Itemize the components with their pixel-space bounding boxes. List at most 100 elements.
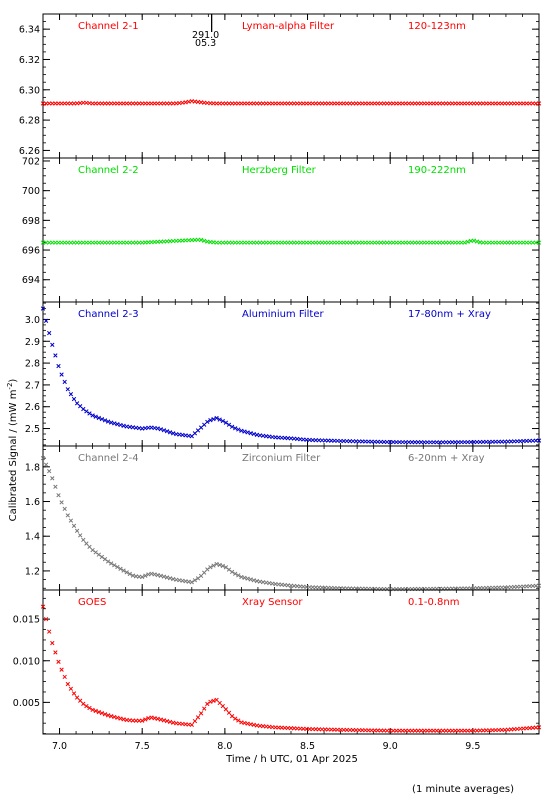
data-point xyxy=(171,431,176,436)
data-point xyxy=(93,708,98,714)
y-tick-label: 696 xyxy=(22,246,40,257)
data-point xyxy=(105,419,111,424)
data-point xyxy=(248,431,253,436)
data-point xyxy=(205,701,210,707)
data-point xyxy=(121,717,126,722)
data-point xyxy=(93,550,98,555)
data-point xyxy=(158,573,163,578)
data-point xyxy=(115,715,120,720)
data-point xyxy=(56,659,61,664)
panel-title-band: 190-222nm xyxy=(408,165,466,176)
data-point xyxy=(112,563,117,568)
time-marker-label-bottom: 05.3 xyxy=(195,38,216,49)
data-point xyxy=(195,715,201,720)
data-point xyxy=(245,430,250,435)
data-point xyxy=(124,570,129,575)
data-point xyxy=(43,616,49,622)
series-points xyxy=(40,306,542,445)
data-point xyxy=(115,422,120,427)
x-axis: 7.0 7.5 8.0 8.5 9.0 9.5 xyxy=(52,741,480,752)
data-point xyxy=(198,573,204,579)
data-point xyxy=(146,716,151,721)
data-point xyxy=(152,716,157,721)
data-point xyxy=(149,715,154,720)
data-point xyxy=(536,101,542,106)
x-tick-label: 7.0 xyxy=(52,741,67,752)
data-point xyxy=(251,722,256,727)
y-tick-label: 3.0 xyxy=(25,315,40,326)
data-point xyxy=(96,415,101,421)
data-point xyxy=(202,706,207,711)
data-point xyxy=(167,430,173,435)
data-point xyxy=(149,571,154,576)
data-point xyxy=(192,578,198,583)
data-point xyxy=(146,572,151,577)
data-point xyxy=(71,691,77,696)
data-point xyxy=(208,699,213,704)
data-point xyxy=(50,476,55,481)
data-point xyxy=(121,568,126,573)
data-point xyxy=(211,563,216,568)
y-tick-label: 1.6 xyxy=(25,497,40,508)
data-point xyxy=(152,572,157,577)
panel-frame xyxy=(42,157,540,303)
x-tick-label: 8.5 xyxy=(300,741,315,752)
data-point xyxy=(214,561,219,567)
data-point xyxy=(236,573,241,578)
y-tick-label: 698 xyxy=(22,216,40,227)
data-point xyxy=(223,707,229,712)
panel-title-filter: Xray Sensor xyxy=(242,597,303,608)
data-point xyxy=(158,427,163,432)
data-point xyxy=(223,420,229,425)
data-point xyxy=(536,240,542,245)
data-point xyxy=(251,578,256,583)
data-point xyxy=(53,650,58,655)
y-tick-label: 700 xyxy=(22,186,40,197)
panel-title-channel: GOES xyxy=(78,597,106,608)
data-point xyxy=(99,554,105,560)
data-point xyxy=(217,700,222,706)
panels: 6.26 6.28 6.30 6.32 6.34 Channel 2-1 Lyman-alp… xyxy=(13,13,542,735)
data-point xyxy=(220,418,225,424)
x-tick-label: 7.5 xyxy=(135,741,150,752)
data-point xyxy=(130,573,136,578)
series-points xyxy=(40,604,542,733)
data-point xyxy=(211,416,216,422)
data-point xyxy=(43,318,49,323)
data-point xyxy=(84,541,89,546)
data-point xyxy=(171,720,176,725)
data-point xyxy=(251,431,256,437)
y-tick-label: 2.7 xyxy=(25,380,40,391)
y-tick-label: 0.005 xyxy=(13,698,40,709)
data-point xyxy=(53,484,58,489)
data-point xyxy=(236,427,241,432)
data-point xyxy=(245,576,250,581)
data-point xyxy=(47,629,52,634)
data-point xyxy=(471,238,477,243)
data-point xyxy=(161,428,167,433)
y-tick-label: 6.28 xyxy=(19,116,40,127)
data-point xyxy=(226,567,232,572)
data-point xyxy=(47,330,52,336)
data-point xyxy=(140,574,145,580)
data-point xyxy=(239,720,244,725)
y-tick-label: 2.5 xyxy=(25,424,40,435)
data-point xyxy=(171,576,176,582)
series-points xyxy=(40,237,542,245)
data-point xyxy=(105,713,111,718)
data-point xyxy=(74,528,80,533)
data-point xyxy=(186,99,191,104)
data-point xyxy=(68,392,74,397)
data-point xyxy=(202,238,207,243)
data-point xyxy=(102,557,108,562)
data-point xyxy=(50,640,55,646)
data-point xyxy=(87,544,92,549)
data-point xyxy=(155,716,160,721)
data-point xyxy=(198,711,204,716)
panel-title-filter: Zirconium Filter xyxy=(242,453,321,464)
y-tick-label: 0.015 xyxy=(13,615,40,626)
data-point xyxy=(47,469,52,474)
panel-title-band: 0.1-0.8nm xyxy=(408,597,460,608)
data-point xyxy=(202,570,207,575)
data-point xyxy=(205,567,210,572)
